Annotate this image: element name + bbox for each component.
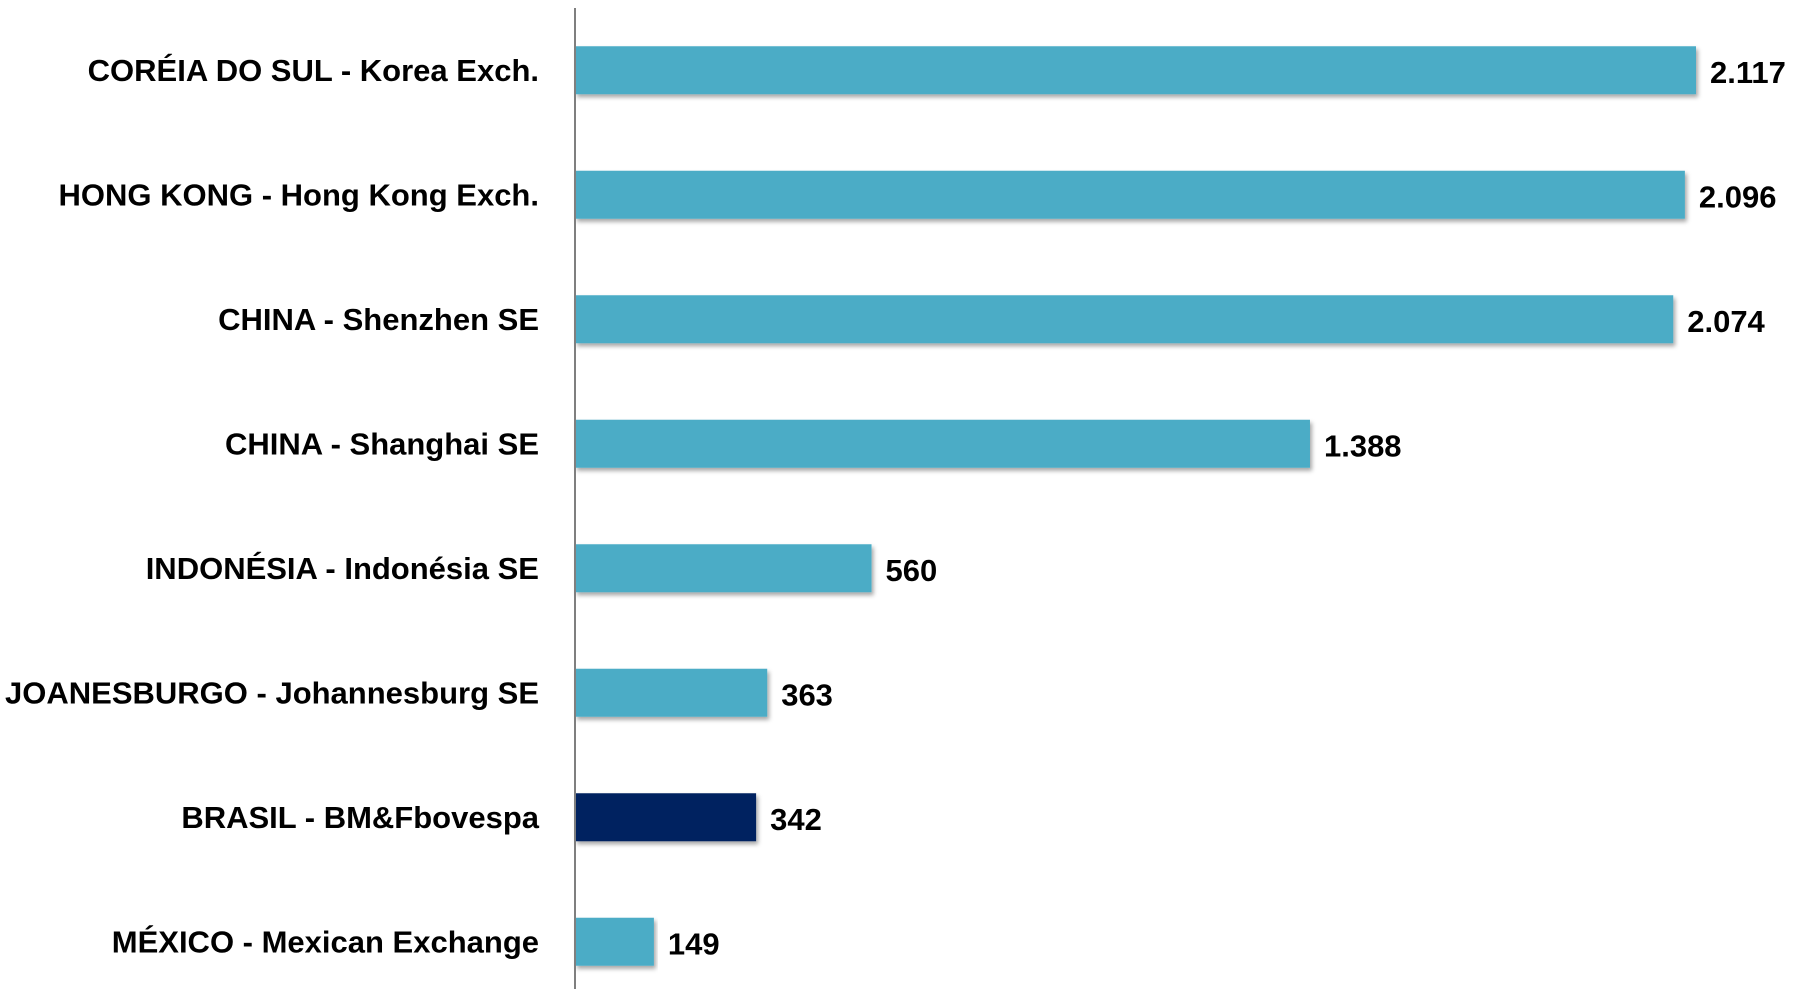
value-label-7: 149 bbox=[668, 926, 720, 961]
value-label-6: 342 bbox=[770, 802, 822, 837]
value-label-2: 2.074 bbox=[1687, 304, 1765, 339]
category-label-0: CORÉIA DO SUL - Korea Exch. bbox=[88, 53, 539, 88]
category-label-7: MÉXICO - Mexican Exchange bbox=[112, 924, 539, 959]
category-label-2: CHINA - Shenzhen SE bbox=[218, 302, 539, 337]
bar-3 bbox=[575, 419, 1310, 468]
value-label-1: 2.096 bbox=[1699, 179, 1777, 214]
category-label-5: JOANESBURGO - Johannesburg SE bbox=[5, 675, 539, 710]
bars-group bbox=[575, 46, 1696, 966]
bar-0 bbox=[575, 46, 1696, 95]
bar-5 bbox=[575, 668, 768, 717]
category-label-6: BRASIL - BM&Fbovespa bbox=[181, 800, 539, 835]
bar-7 bbox=[575, 917, 654, 966]
bar-2 bbox=[575, 295, 1674, 344]
category-labels-group: CORÉIA DO SUL - Korea Exch. HONG KONG - H… bbox=[5, 53, 540, 960]
bar-1 bbox=[575, 170, 1685, 219]
category-label-3: CHINA - Shanghai SE bbox=[225, 426, 539, 461]
bar-4 bbox=[575, 544, 872, 593]
category-label-4: INDONÉSIA - Indonésia SE bbox=[146, 551, 539, 586]
value-label-5: 363 bbox=[781, 677, 833, 712]
value-labels-group: 2.117 2.096 2.074 1.388 560 363 342 149 bbox=[668, 55, 1786, 962]
value-label-3: 1.388 bbox=[1324, 428, 1402, 463]
value-label-0: 2.117 bbox=[1710, 55, 1786, 90]
bar-6 bbox=[575, 793, 757, 842]
value-label-4: 560 bbox=[886, 553, 938, 588]
category-label-1: HONG KONG - Hong Kong Exch. bbox=[59, 177, 540, 212]
